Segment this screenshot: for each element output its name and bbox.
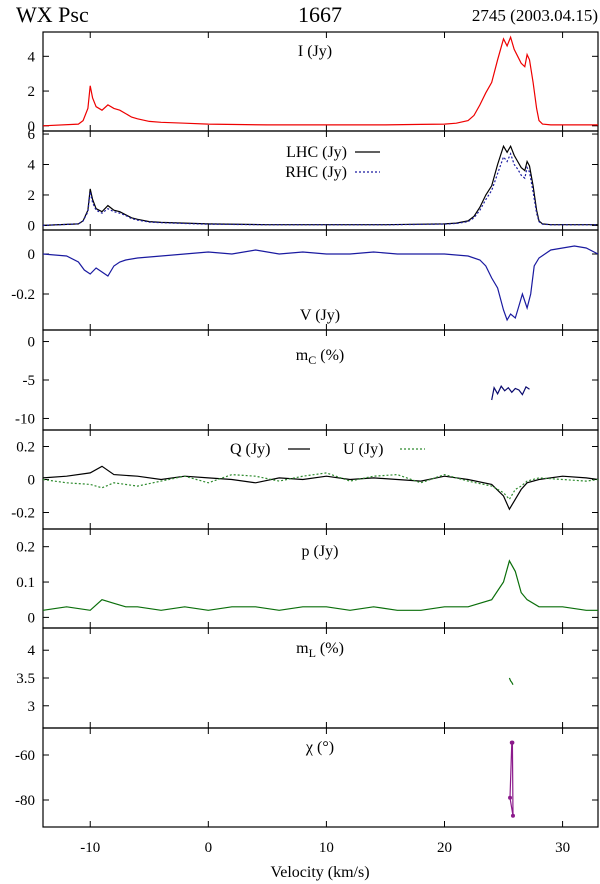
observation-id: 2745 (2003.04.15) xyxy=(471,6,598,25)
panel-frame-mC xyxy=(42,329,599,431)
y-tick-label-I: 2 xyxy=(28,84,36,100)
y-tick-label-V: -0.2 xyxy=(11,287,35,303)
y-tick-label-mL: 3.5 xyxy=(16,671,35,687)
y-tick-label-p: 0.1 xyxy=(16,575,35,591)
series-line-V xyxy=(42,245,599,322)
y-tick-label-mL: 4 xyxy=(28,643,36,659)
x-tick-label: -10 xyxy=(80,840,100,856)
series-line-mC xyxy=(491,385,530,401)
y-tick-label-p: 0.2 xyxy=(16,540,35,556)
panel-frame-chi xyxy=(42,727,599,828)
panel-label-p: p (Jy) xyxy=(302,543,339,560)
line-frequency: 1667 xyxy=(298,2,342,27)
y-tick-label-QU: 0 xyxy=(28,473,36,489)
series-line-chi xyxy=(509,742,514,816)
series-line-LR xyxy=(42,152,598,226)
y-tick-label-LR: 0 xyxy=(28,218,36,234)
x-tick-label: 10 xyxy=(319,840,334,856)
data-point-chi xyxy=(510,740,515,745)
y-tick-label-mL: 3 xyxy=(28,699,36,715)
legend-label-rhc: RHC (Jy) xyxy=(285,164,347,181)
legend-label-lhc: LHC (Jy) xyxy=(286,144,347,161)
y-tick-label-mC: -5 xyxy=(23,373,36,389)
panel-label-I: I (Jy) xyxy=(298,43,332,60)
series-line-mL xyxy=(508,677,514,685)
y-tick-label-mC: -10 xyxy=(15,411,35,427)
y-tick-label-I: 0 xyxy=(28,119,36,135)
data-point-chi xyxy=(510,813,515,818)
y-tick-label-p: 0 xyxy=(28,610,36,626)
y-tick-label-LR: 6 xyxy=(28,127,36,143)
panel-label-mL: mL (%) xyxy=(296,640,344,660)
x-axis-label: Velocity (km/s) xyxy=(270,864,369,881)
panel-label-mC: mC (%) xyxy=(296,347,344,367)
x-tick-label: 20 xyxy=(437,840,452,856)
source-name: WX Psc xyxy=(16,2,89,27)
series-line-I xyxy=(42,35,598,127)
series-line-QU xyxy=(42,472,599,501)
panel-label-chi: χ (°) xyxy=(305,739,334,756)
y-tick-label-V: 0 xyxy=(28,247,36,263)
y-tick-label-QU: 0.2 xyxy=(16,440,35,456)
panel-frame-QU xyxy=(42,429,599,530)
series-line-QU xyxy=(42,465,599,511)
legend-label-u: U (Jy) xyxy=(343,441,383,458)
y-tick-label-LR: 4 xyxy=(28,158,36,174)
panel-label-V: V (Jy) xyxy=(300,307,340,324)
y-tick-label-mC: 0 xyxy=(28,335,36,351)
x-tick-label: 30 xyxy=(555,840,570,856)
y-tick-label-LR: 2 xyxy=(28,188,36,204)
data-point-chi xyxy=(508,795,513,800)
y-tick-label-I: 4 xyxy=(28,49,36,65)
y-tick-label-chi: -80 xyxy=(15,793,35,809)
x-tick-label: 0 xyxy=(205,840,213,856)
series-line-LR xyxy=(42,144,598,226)
legend-label-q: Q (Jy) xyxy=(230,441,270,458)
y-tick-label-chi: -60 xyxy=(15,748,35,764)
y-tick-label-QU: -0.2 xyxy=(11,506,35,522)
series-line-p xyxy=(42,559,598,611)
